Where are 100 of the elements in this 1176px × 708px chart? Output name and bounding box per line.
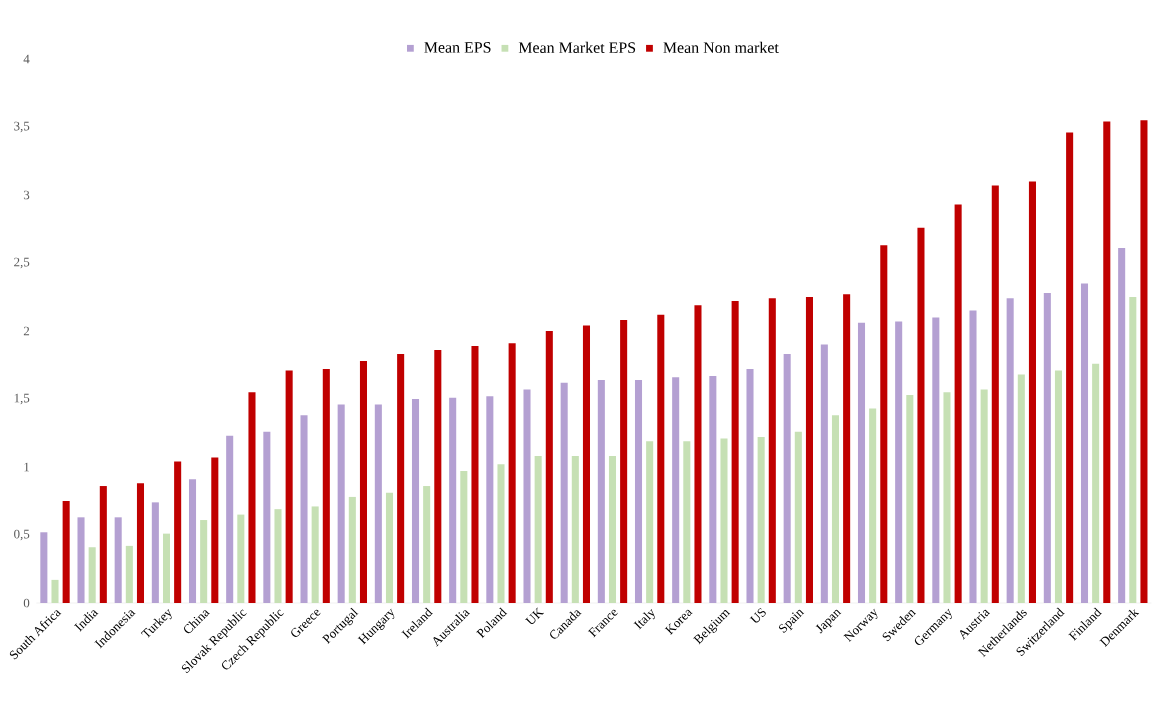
bar: [694, 305, 702, 603]
bar: [337, 404, 345, 603]
bar: [374, 404, 382, 603]
bar: [991, 185, 999, 603]
x-tick-label: Italy: [633, 608, 655, 630]
bar: [200, 520, 208, 603]
bar: [906, 394, 914, 603]
bar: [620, 320, 628, 603]
bar: [359, 360, 368, 603]
bar: [497, 464, 505, 603]
bar: [634, 379, 643, 603]
bar: [508, 343, 516, 603]
bar: [397, 354, 405, 603]
y-tick-label: 3: [23, 190, 30, 200]
bar: [385, 492, 394, 603]
bar: [1006, 298, 1014, 603]
bar: [657, 314, 665, 603]
bar: [1080, 283, 1089, 603]
bar: [731, 301, 739, 603]
y-tick-label: 2: [23, 326, 30, 336]
bar: [174, 461, 182, 603]
y-tick-label: 3,5: [14, 121, 30, 133]
bar: [311, 506, 319, 603]
bar: [1028, 181, 1036, 603]
bar: [471, 345, 479, 603]
bar: [300, 415, 308, 603]
bar: [757, 437, 765, 603]
bar: [411, 399, 420, 603]
bar: [423, 486, 431, 603]
bar: [125, 545, 133, 603]
bar: [322, 369, 330, 603]
bar: [1017, 374, 1025, 603]
bar: [1066, 132, 1074, 603]
bar: [274, 509, 282, 603]
bar: [720, 438, 728, 603]
bar: [843, 294, 851, 603]
bar: [954, 204, 962, 603]
bar: [794, 431, 802, 603]
bar: [285, 370, 293, 603]
y-tick-label: 1,5: [14, 393, 30, 405]
bar: [768, 298, 776, 603]
bar: [162, 533, 171, 603]
bar: [348, 496, 356, 603]
bar: [820, 344, 828, 603]
bar: [582, 325, 590, 603]
y-tick-label: 1: [24, 462, 29, 472]
legend-label: Mean EPS: [424, 42, 491, 53]
bar: [545, 331, 553, 603]
bar: [211, 457, 219, 603]
bar: [263, 431, 271, 603]
y-tick-label: 0,5: [14, 529, 30, 541]
bar: [1054, 370, 1063, 603]
bar: [917, 227, 925, 603]
bar: [1118, 248, 1126, 603]
x-tick-label: US: [749, 607, 766, 623]
bar: [831, 415, 840, 603]
bar: [783, 354, 791, 603]
bar: [1140, 120, 1148, 603]
bar: [99, 486, 107, 603]
bar: [608, 456, 617, 603]
bar: [449, 397, 457, 603]
bar: [709, 375, 717, 603]
bar: [1129, 297, 1137, 603]
bar: [486, 396, 494, 603]
bar: [895, 321, 903, 603]
bar: [571, 456, 579, 603]
bar: [943, 392, 951, 603]
bar: [237, 514, 245, 603]
y-tick-label: 4: [23, 54, 30, 64]
bar: [746, 369, 754, 603]
x-tick-label: UK: [525, 607, 545, 625]
y-tick-label: 2,5: [14, 257, 30, 269]
bar: [880, 245, 888, 603]
bar: [1043, 292, 1051, 603]
bar: [683, 441, 691, 603]
bar: [460, 471, 468, 603]
bar: [188, 479, 197, 603]
bar: [980, 389, 988, 603]
bar: [88, 547, 96, 603]
bar: [597, 379, 605, 603]
bar: [62, 501, 70, 603]
bar: [523, 389, 531, 603]
bar: [434, 350, 442, 603]
bar: [151, 502, 159, 603]
bar: [114, 517, 122, 603]
y-tick-label: 0: [23, 598, 30, 608]
bar: [248, 392, 256, 603]
bar: [672, 377, 680, 603]
bar: [857, 322, 866, 603]
bar: [805, 297, 813, 603]
legend-label: Mean Market EPS: [518, 41, 636, 54]
bar: [77, 517, 85, 603]
bar: [40, 532, 48, 603]
bar: [969, 310, 977, 603]
bar: [560, 382, 568, 603]
bar: [1103, 121, 1111, 603]
bar: [51, 579, 59, 603]
bar: [1092, 363, 1100, 603]
bar: [869, 408, 877, 603]
bar: [932, 317, 940, 603]
